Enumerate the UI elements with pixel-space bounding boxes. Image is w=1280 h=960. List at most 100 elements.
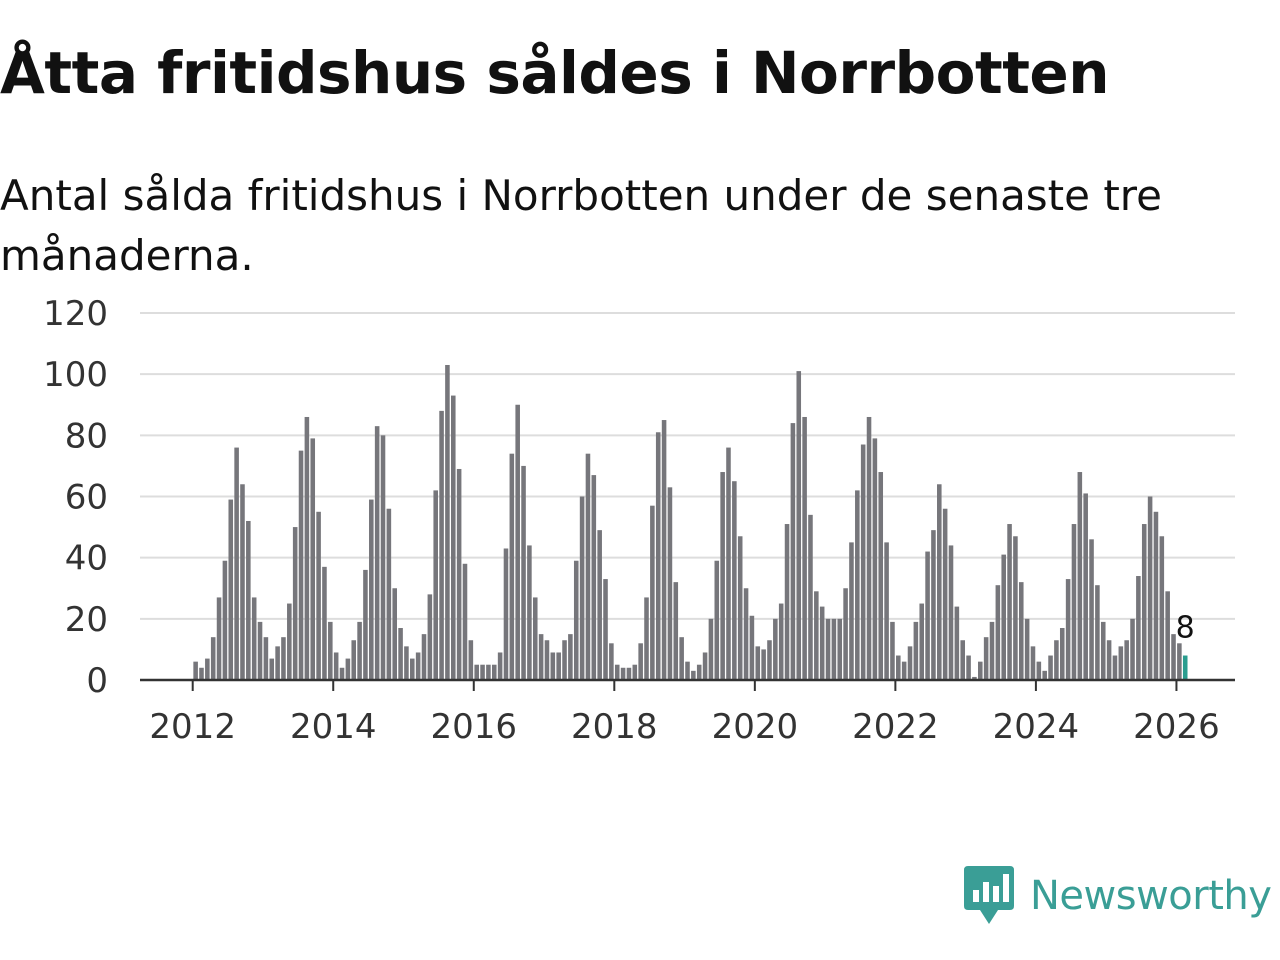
bar	[1100, 621, 1106, 680]
bar	[937, 484, 942, 680]
bar	[509, 453, 515, 680]
bar	[380, 435, 386, 680]
bar	[691, 670, 696, 680]
bars	[193, 364, 1188, 681]
bar	[983, 637, 989, 680]
bar	[778, 603, 784, 680]
y-tick-label: 0	[86, 661, 108, 701]
bar	[281, 637, 286, 680]
bar	[773, 618, 778, 680]
bar	[1089, 539, 1094, 680]
x-tick-label: 2016	[431, 707, 518, 747]
bar	[860, 444, 866, 680]
y-tick-label: 100	[43, 355, 108, 395]
bar	[1059, 628, 1065, 680]
bar	[486, 664, 491, 680]
bar	[925, 551, 930, 680]
bar	[714, 560, 720, 680]
x-tick-label: 2014	[290, 707, 377, 747]
bar	[884, 542, 889, 681]
bar	[995, 585, 1001, 680]
bar	[591, 475, 597, 680]
bar	[410, 658, 415, 680]
bar	[1177, 643, 1182, 680]
bar	[287, 603, 292, 680]
bar	[415, 652, 421, 680]
bar	[901, 661, 907, 680]
bar	[439, 410, 444, 680]
bar	[445, 364, 450, 680]
bar	[240, 484, 245, 680]
data-labels: 8	[1176, 611, 1195, 646]
bar	[603, 579, 608, 680]
bar	[685, 661, 690, 680]
bar	[474, 664, 479, 680]
bar	[1030, 646, 1036, 680]
bar	[1048, 655, 1053, 680]
bar	[708, 618, 714, 680]
bar	[257, 621, 263, 680]
bar	[210, 637, 216, 680]
bar	[456, 468, 462, 680]
bar	[831, 618, 837, 680]
bar	[1136, 576, 1141, 680]
bar	[363, 569, 368, 680]
bar	[246, 520, 251, 680]
y-tick-label: 120	[43, 294, 108, 334]
bar	[808, 514, 813, 680]
bar	[819, 606, 825, 680]
bar	[620, 667, 626, 680]
bar	[328, 621, 333, 680]
bar	[333, 652, 339, 680]
bar	[480, 664, 485, 680]
gridlines	[140, 312, 1235, 620]
newsworthy-logo-icon	[964, 866, 1014, 924]
bar	[814, 591, 819, 680]
bar	[720, 472, 725, 680]
bar	[890, 621, 895, 680]
bar	[1153, 511, 1159, 680]
bar	[550, 652, 556, 680]
bar	[527, 545, 532, 680]
bar	[1106, 640, 1112, 680]
bar	[866, 416, 872, 680]
bar	[433, 490, 438, 680]
bar	[451, 395, 456, 680]
bar	[1071, 524, 1077, 680]
bar	[462, 563, 468, 680]
bar	[1018, 582, 1024, 680]
bar	[1083, 493, 1088, 680]
bar	[316, 511, 321, 680]
bar	[491, 664, 497, 680]
bar	[1171, 634, 1176, 681]
y-axis-ticks: 0 20 40 60 80 100 120	[43, 294, 108, 701]
bar	[1065, 579, 1071, 680]
bar	[989, 621, 995, 680]
bar	[568, 634, 573, 681]
bar	[896, 655, 901, 680]
bar	[322, 566, 327, 680]
bar	[767, 640, 772, 680]
bar	[304, 416, 310, 680]
bar	[562, 640, 567, 680]
bar	[872, 438, 878, 680]
bar	[907, 646, 913, 680]
y-tick-label: 40	[65, 539, 108, 579]
x-tick-label: 2018	[571, 707, 658, 747]
bar	[913, 621, 919, 680]
bar	[931, 530, 936, 680]
bar	[743, 588, 749, 680]
bar	[357, 621, 362, 680]
bar	[515, 404, 520, 680]
bar	[351, 640, 357, 680]
bar	[978, 661, 983, 680]
bar	[339, 667, 345, 680]
bar	[1159, 536, 1165, 680]
bar	[1095, 585, 1100, 680]
bar	[386, 508, 392, 680]
bar	[369, 499, 374, 680]
bar	[1141, 524, 1147, 680]
chart-subtitle: Antal sålda fritidshus i Norrbotten unde…	[0, 171, 1162, 280]
bar	[661, 420, 667, 680]
y-tick-label: 60	[65, 478, 108, 518]
